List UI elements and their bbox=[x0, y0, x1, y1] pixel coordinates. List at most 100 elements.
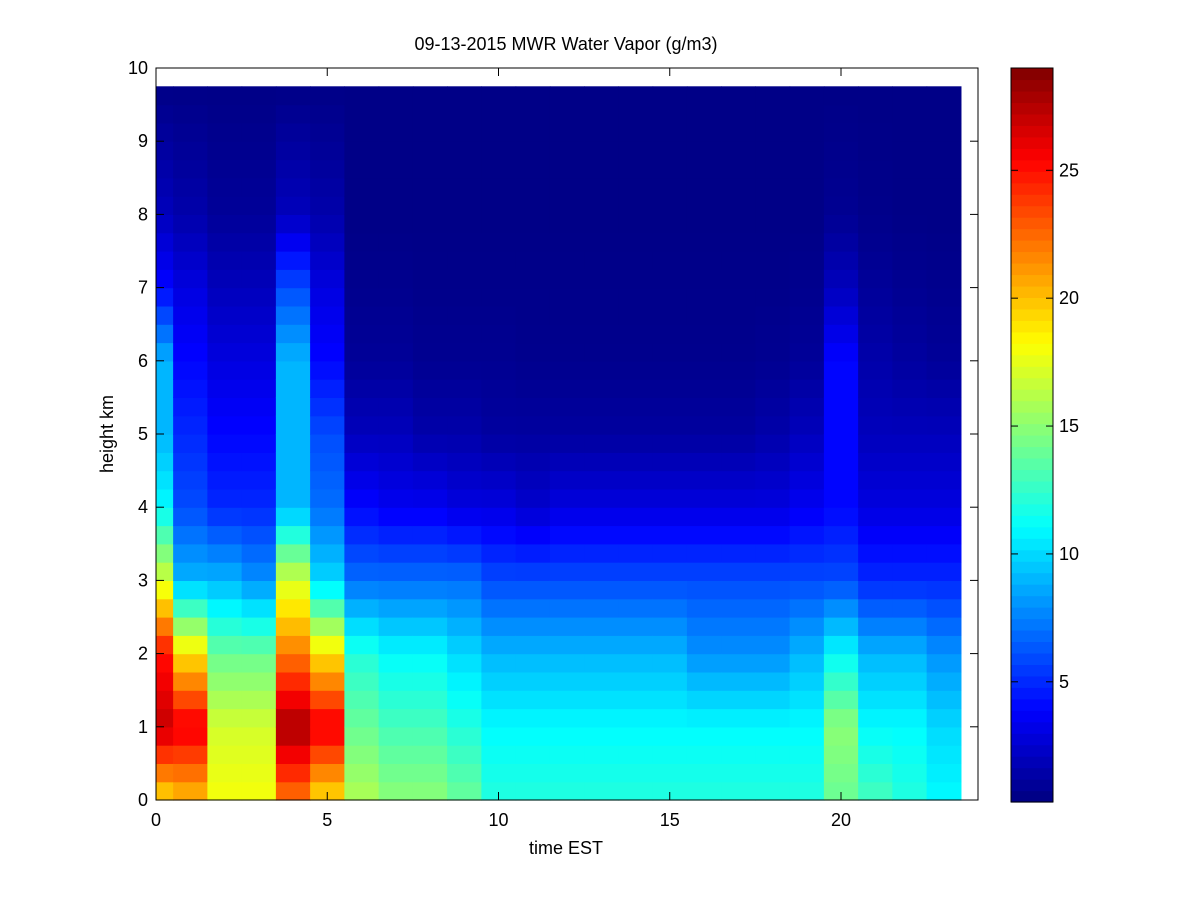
heatmap-cell bbox=[156, 726, 174, 746]
colorbar-swatch bbox=[1011, 503, 1053, 516]
heatmap-cell bbox=[447, 86, 482, 106]
heatmap-cell bbox=[207, 434, 243, 453]
heatmap-cell bbox=[858, 122, 893, 142]
heatmap-cell bbox=[926, 452, 962, 472]
heatmap-cell bbox=[755, 434, 791, 453]
heatmap-cell bbox=[515, 324, 551, 344]
heatmap-cell bbox=[755, 781, 791, 801]
heatmap-cell bbox=[310, 159, 345, 179]
heatmap-cell bbox=[275, 287, 311, 307]
heatmap-cell bbox=[652, 434, 688, 453]
heatmap-cell bbox=[241, 251, 277, 270]
heatmap-cell bbox=[344, 122, 380, 142]
heatmap-cell bbox=[686, 653, 722, 673]
heatmap-cell bbox=[789, 488, 825, 508]
heatmap-cell bbox=[789, 543, 825, 563]
heatmap-cell bbox=[515, 434, 551, 453]
heatmap-cell bbox=[447, 598, 482, 618]
colorbar-swatch bbox=[1011, 308, 1053, 321]
heatmap-cell bbox=[481, 562, 517, 581]
heatmap-cell bbox=[241, 781, 277, 801]
heatmap-cell bbox=[515, 617, 551, 636]
heatmap-cell bbox=[173, 635, 208, 655]
heatmap-cell bbox=[721, 141, 756, 161]
heatmap-cell bbox=[344, 635, 380, 655]
heatmap-cell bbox=[275, 360, 311, 380]
heatmap-cell bbox=[447, 580, 482, 600]
heatmap-cell bbox=[584, 397, 619, 417]
heatmap-cell bbox=[858, 434, 893, 453]
heatmap-cell bbox=[207, 342, 243, 362]
heatmap-cell bbox=[310, 177, 345, 197]
heatmap-cell bbox=[447, 562, 482, 581]
heatmap-cell bbox=[447, 434, 482, 453]
heatmap-cell bbox=[310, 434, 345, 453]
heatmap-cell bbox=[892, 763, 928, 783]
heatmap-cell bbox=[823, 671, 859, 691]
heatmap-cell bbox=[926, 397, 962, 417]
heatmap-cell bbox=[447, 671, 482, 691]
heatmap-cell bbox=[652, 122, 688, 142]
heatmap-cell bbox=[892, 214, 928, 234]
heatmap-cell bbox=[344, 397, 380, 417]
colorbar-swatch bbox=[1011, 435, 1053, 448]
heatmap-cell bbox=[344, 671, 380, 691]
heatmap-cell bbox=[173, 177, 208, 197]
colorbar-swatch bbox=[1011, 217, 1053, 230]
heatmap-cell bbox=[173, 470, 208, 490]
heatmap-cell bbox=[789, 196, 825, 215]
heatmap-cell bbox=[447, 360, 482, 380]
y-tick-label: 7 bbox=[138, 278, 148, 298]
heatmap-cell bbox=[789, 122, 825, 142]
heatmap-cell bbox=[275, 635, 311, 655]
heatmap-cell bbox=[823, 617, 859, 636]
heatmap-cell bbox=[481, 580, 517, 600]
colorbar-tick-label: 5 bbox=[1059, 672, 1069, 692]
heatmap-cell bbox=[447, 269, 482, 289]
heatmap-cell bbox=[344, 562, 380, 581]
heatmap-cell bbox=[515, 598, 551, 618]
heatmap-cell bbox=[549, 726, 585, 746]
heatmap-cell bbox=[652, 141, 688, 161]
heatmap-cell bbox=[156, 305, 174, 325]
heatmap-cell bbox=[515, 251, 551, 270]
colorbar-swatch bbox=[1011, 641, 1053, 654]
heatmap-cell bbox=[686, 287, 722, 307]
heatmap-cell bbox=[652, 671, 688, 691]
heatmap-cell bbox=[275, 580, 311, 600]
heatmap-cell bbox=[892, 598, 928, 618]
heatmap-cell bbox=[652, 287, 688, 307]
heatmap-cell bbox=[618, 324, 654, 344]
heatmap-cell bbox=[481, 470, 517, 490]
heatmap-cell bbox=[241, 232, 277, 252]
heatmap-cell bbox=[515, 671, 551, 691]
heatmap-cell bbox=[310, 653, 345, 673]
heatmap-cell bbox=[412, 177, 448, 197]
heatmap-cell bbox=[686, 342, 722, 362]
heatmap-cell bbox=[173, 708, 208, 728]
heatmap-cell bbox=[207, 470, 243, 490]
heatmap-cell bbox=[173, 781, 208, 801]
heatmap-cell bbox=[344, 196, 380, 215]
heatmap-cell bbox=[892, 122, 928, 142]
heatmap-cell bbox=[515, 141, 551, 161]
heatmap-cell bbox=[412, 708, 448, 728]
heatmap-cell bbox=[926, 781, 962, 801]
heatmap-cell bbox=[584, 470, 619, 490]
heatmap-cell bbox=[858, 745, 893, 764]
heatmap-cell bbox=[378, 745, 414, 764]
heatmap-cell bbox=[823, 214, 859, 234]
heatmap-cell bbox=[515, 745, 551, 764]
colorbar-swatch bbox=[1011, 756, 1053, 769]
heatmap-cell bbox=[207, 397, 243, 417]
heatmap-cell bbox=[755, 617, 791, 636]
heatmap-cell bbox=[584, 635, 619, 655]
heatmap-cell bbox=[481, 342, 517, 362]
heatmap-cell bbox=[686, 726, 722, 746]
heatmap-cell bbox=[275, 324, 311, 344]
colorbar-swatch bbox=[1011, 228, 1053, 241]
heatmap-cell bbox=[721, 690, 756, 710]
heatmap-cell bbox=[686, 598, 722, 618]
heatmap-cell bbox=[173, 122, 208, 142]
heatmap-cell bbox=[584, 580, 619, 600]
